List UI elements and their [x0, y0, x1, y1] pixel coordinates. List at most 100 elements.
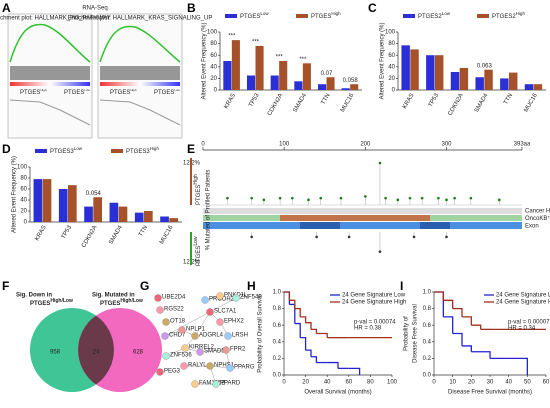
bar: [68, 185, 77, 222]
bar: [255, 45, 264, 90]
bar: [326, 77, 335, 90]
bar: [459, 67, 469, 90]
lollipop: [378, 161, 382, 165]
gene-label: ZNF540: [240, 295, 262, 301]
panel-label: I: [400, 279, 403, 293]
lollipop: [347, 235, 351, 239]
annotation: 0.07: [321, 71, 333, 77]
annotation: ***: [276, 55, 284, 61]
annotation: HR = 0.34: [508, 326, 536, 332]
gene-label: OT18: [170, 319, 186, 325]
label-main: PTGES2: [492, 14, 516, 20]
axes: [397, 32, 546, 91]
gene-label: UBE2D4: [162, 295, 186, 301]
gsea-curve: [9, 23, 91, 63]
y-tick-label: 60: [210, 53, 217, 59]
exon: [420, 222, 450, 229]
x-tick-label: MUC16: [523, 92, 539, 113]
x-tick-label: MUC16: [159, 224, 175, 245]
panel-label: D: [2, 142, 11, 156]
gene-label: SMAD5: [204, 349, 225, 355]
y-tick-label: 0.4: [273, 339, 282, 345]
survival-step: [443, 316, 454, 334]
label-main: PTGES: [64, 90, 84, 96]
x-tick-label: 100: [279, 142, 290, 148]
y-tick-label: 0.6: [423, 323, 432, 329]
gene-label: CHD7: [169, 333, 186, 339]
bar: [435, 55, 444, 90]
venn-count: 628: [133, 350, 144, 356]
label-sup: High/Low: [120, 298, 143, 304]
network-node: [161, 332, 169, 340]
label-sup: High: [40, 88, 47, 92]
label-main: PTGES: [311, 14, 331, 20]
axes: [29, 167, 182, 223]
gsea-metric: [99, 99, 181, 126]
network-node: [162, 318, 170, 326]
legend-label: PTGESLow: [240, 11, 269, 19]
bar: [302, 63, 311, 90]
x-tick-label: CDKN2A: [81, 225, 98, 249]
venn-label: Sig. Mutated in: [92, 293, 135, 299]
network-node: [232, 294, 240, 302]
label-sup: High: [331, 11, 341, 16]
bar: [426, 55, 435, 90]
gsea-heading: RNA-Seq: [82, 6, 107, 12]
legend-label: PTGES3High: [126, 146, 159, 154]
gene-label: KIRREL2: [189, 345, 215, 351]
y-axis-label: Probability of Overall Survival: [258, 294, 264, 372]
network-node: [191, 332, 199, 340]
legend-label: 24 Gene Signature Low: [342, 293, 406, 299]
lollipop: [396, 198, 400, 202]
exon-track: [203, 222, 522, 229]
survival-step: [508, 357, 528, 375]
survival-step: [462, 345, 472, 352]
x-tick-label: 0: [432, 380, 436, 386]
label-sup: Low: [260, 11, 269, 16]
y-axis-label: Disease Free Survival: [413, 304, 419, 363]
annotation: 0.058: [343, 78, 359, 84]
annotation: 0.063: [477, 63, 493, 69]
venn-count: 958: [50, 350, 61, 356]
annotation: p-val = 0.00074: [354, 320, 396, 326]
x-tick-label: CDKN2A: [267, 93, 284, 117]
x-tick-label: TP53: [248, 92, 261, 108]
y-tick-label: 60: [20, 187, 27, 193]
survival-step: [284, 291, 291, 305]
y-axis-label: Altered Event Frequency (%): [202, 22, 208, 99]
y-tick-label: 0.2: [273, 356, 282, 362]
survival-step: [311, 356, 318, 363]
y-tick-label: 0.0: [423, 373, 432, 379]
gene-label: FAM135B: [199, 381, 225, 387]
bar: [144, 211, 153, 222]
annotation: HR = 0.38: [354, 326, 382, 332]
legend-label: PTGESHigh/Low: [30, 298, 73, 306]
network-node: [224, 332, 232, 340]
survival-step: [348, 367, 361, 375]
legend-label: PTGES2Low: [418, 11, 451, 19]
y-tick-label: 0: [214, 88, 218, 94]
survival-step: [327, 361, 339, 369]
annotation: ***: [252, 39, 260, 45]
x-tick-label: TTN: [503, 93, 514, 106]
survival-step: [434, 291, 444, 317]
lollipop: [315, 235, 318, 239]
survival-step: [294, 307, 301, 317]
legend-label: PTGES3Low: [50, 146, 83, 154]
y-tick-label: 40: [388, 64, 395, 70]
gene-label: RALYL: [188, 363, 207, 369]
venn-overlap: [78, 315, 114, 385]
gene-label: NPLP1: [186, 327, 206, 333]
lollipop: [469, 196, 473, 200]
bar: [134, 212, 144, 222]
venn-label: Sig. Down in: [16, 293, 52, 299]
lollipop: [408, 196, 412, 200]
network-node: [216, 292, 224, 300]
y-tick-label: 0: [24, 220, 28, 226]
bar: [93, 197, 102, 222]
network-node: [154, 294, 162, 302]
label-sup: High: [130, 88, 137, 92]
gsea-ranking: [10, 82, 90, 86]
gene-label: EPHX2: [224, 319, 244, 325]
bar: [33, 179, 43, 222]
